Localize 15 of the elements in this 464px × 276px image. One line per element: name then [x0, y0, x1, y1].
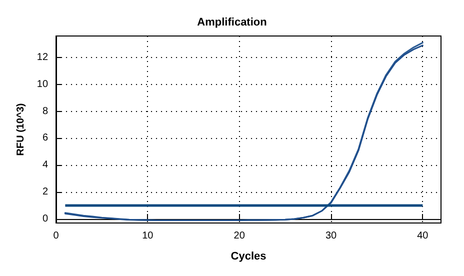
x-tick-label: 30 — [325, 230, 338, 242]
x-tick-label: 0 — [53, 230, 60, 242]
y-axis-title: RFU (10^3) — [16, 103, 26, 156]
x-tick-label: 40 — [417, 230, 429, 242]
x-axis-title: Cycles — [230, 250, 266, 262]
chart-title: Amplification — [197, 16, 268, 28]
y-tick-label: 6 — [42, 132, 48, 144]
x-tick-label: 20 — [234, 230, 246, 242]
y-tick-label: 12 — [36, 52, 48, 64]
y-tick-label: 10 — [36, 78, 48, 90]
y-tick-label: 2 — [42, 186, 48, 198]
y-tick-label: 4 — [42, 160, 48, 171]
x-tick-label: 10 — [142, 230, 154, 242]
y-tick-label: 0 — [42, 213, 48, 224]
y-tick-label: 8 — [42, 106, 48, 117]
